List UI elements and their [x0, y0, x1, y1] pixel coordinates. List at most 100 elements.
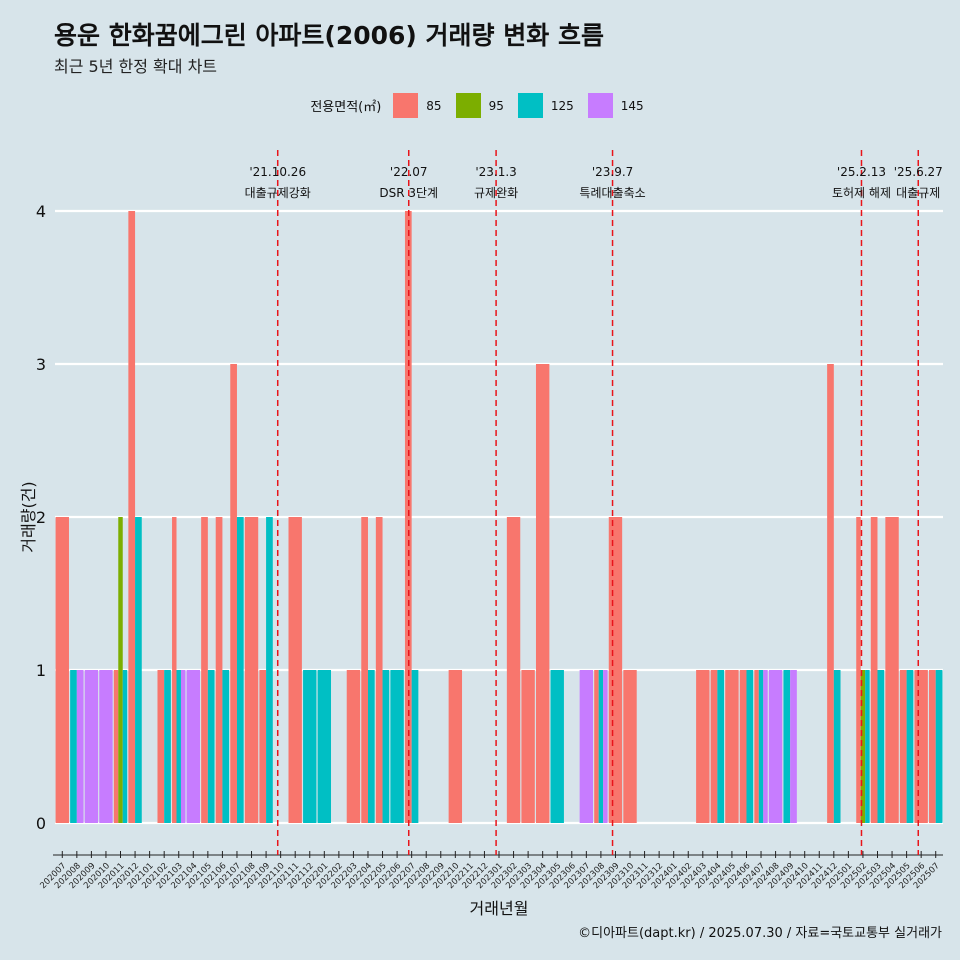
- bar-202106-125: [222, 670, 230, 823]
- legend-key-125: [517, 93, 543, 118]
- bar-202008-125: [70, 670, 77, 823]
- bar-202505-85: [899, 670, 907, 823]
- bar-202303-85: [521, 670, 535, 823]
- bar-202107-85: [230, 364, 237, 823]
- bar-202409-145: [790, 670, 797, 823]
- event-text-label: 토허제 해제: [832, 186, 891, 200]
- bar-202309-85: [608, 517, 623, 823]
- legend-label-95: 95: [488, 98, 504, 113]
- event-text-label: 특례대출축소: [579, 186, 645, 200]
- event-date-label: '21.10.26: [249, 165, 306, 179]
- event-text-label: 규제완화: [474, 186, 518, 200]
- bar-202502-125: [865, 670, 870, 823]
- legend-label-125: 125: [550, 98, 574, 113]
- bar-202204-125: [367, 670, 375, 823]
- event-date-label: '23.1.3: [475, 165, 516, 179]
- bar-202412-125: [833, 670, 841, 823]
- bar-202102-125: [164, 670, 171, 823]
- bar-202305-125: [550, 670, 564, 823]
- bar-202407-125: [758, 670, 764, 823]
- bar-202502-85: [856, 517, 861, 823]
- bar-202304-85: [535, 364, 550, 823]
- bar-202406-85: [739, 670, 747, 823]
- bar-202206-125: [390, 670, 404, 823]
- bar-202105-85: [201, 517, 208, 823]
- bar-202105-125: [207, 670, 215, 823]
- bar-202407-85: [754, 670, 759, 823]
- bar-202210-85: [448, 670, 463, 823]
- bar-202011-125: [122, 670, 128, 823]
- event-text-label: DSR 3단계: [379, 186, 438, 200]
- bar-202408-145: [768, 670, 783, 823]
- bar-202503-125: [877, 670, 885, 823]
- bar-202205-85: [375, 517, 383, 823]
- bar-202012-125: [135, 517, 142, 823]
- bar-202506-85: [914, 670, 928, 823]
- y-tick-label: 3: [36, 355, 46, 374]
- bar-202103-125: [176, 670, 181, 823]
- y-tick-label: 1: [36, 661, 46, 680]
- chart-subtitle: 최근 5년 한정 확대 차트: [54, 57, 218, 76]
- bar-202205-125: [382, 670, 390, 823]
- bar-202502-95: [860, 670, 866, 823]
- bar-202308-145: [603, 670, 608, 823]
- y-axis-title: 거래량(건): [19, 481, 38, 552]
- bar-202409-125: [783, 670, 791, 823]
- y-tick-label: 0: [36, 814, 46, 833]
- bar-202106-85: [215, 517, 223, 823]
- bar-202111-85: [288, 517, 302, 823]
- bar-202507-85: [929, 670, 936, 823]
- bar-202112-125: [303, 670, 317, 823]
- bar-202103-85: [172, 517, 177, 823]
- bar-202404-125: [717, 670, 725, 823]
- bar-202204-85: [361, 517, 368, 823]
- bar-202308-125: [598, 670, 604, 823]
- bar-202504-85: [885, 517, 899, 823]
- bar-202109-85: [259, 670, 267, 823]
- y-tick-label: 2: [36, 508, 46, 527]
- event-date-label: '25.6.27: [894, 165, 943, 179]
- source-caption: ©디아파트(dapt.kr) / 2025.07.30 / 자료=국토교통부 실…: [578, 926, 942, 941]
- bar-202405-85: [725, 670, 739, 823]
- x-axis-title: 거래년월: [470, 899, 529, 918]
- bar-202011-95: [118, 517, 123, 823]
- chart-title: 용운 한화꿈에그린 아파트(2006) 거래량 변화 흐름: [54, 21, 604, 50]
- bar-202308-85: [594, 670, 599, 823]
- bar-202104-145: [186, 670, 200, 823]
- bar-202108-85: [244, 517, 259, 823]
- bar-202412-85: [827, 364, 834, 823]
- event-text-label: 대출규제: [896, 186, 940, 200]
- bar-202010-145: [99, 670, 113, 823]
- event-date-label: '25.2.13: [837, 165, 886, 179]
- bar-202310-85: [623, 670, 637, 823]
- bar-202503-85: [870, 517, 878, 823]
- bar-202507-125: [935, 670, 943, 823]
- bar-202009-145: [84, 670, 99, 823]
- bar-202207-85: [404, 211, 412, 823]
- legend: 전용면적(㎡) 85 95 125 145: [0, 93, 960, 118]
- event-text-label: 대출규제강화: [245, 186, 311, 200]
- bar-202302-85: [506, 517, 521, 823]
- legend-title: 전용면적(㎡): [310, 100, 382, 115]
- bar-202203-85: [346, 670, 361, 823]
- bar-202404-85: [710, 670, 718, 823]
- bar-202011-85: [113, 670, 119, 823]
- bar-202307-145: [579, 670, 594, 823]
- bar-202012-85: [128, 211, 136, 823]
- bar-202107-125: [236, 517, 244, 823]
- bar-202008-145: [76, 670, 84, 823]
- event-date-label: '23.9.7: [592, 165, 633, 179]
- legend-key-95: [455, 93, 481, 118]
- bar-202407-145: [763, 670, 768, 823]
- bar-202505-125: [906, 670, 914, 823]
- event-date-label: '22.07: [390, 165, 428, 179]
- bar-202403-85: [696, 670, 710, 823]
- bar-202102-85: [157, 670, 165, 823]
- bar-202201-125: [317, 670, 332, 823]
- y-tick-label: 4: [36, 202, 46, 221]
- legend-key-145: [587, 93, 613, 118]
- bar-202207-125: [411, 670, 419, 823]
- bar-202103-145: [180, 670, 186, 823]
- legend-key-85: [393, 93, 419, 118]
